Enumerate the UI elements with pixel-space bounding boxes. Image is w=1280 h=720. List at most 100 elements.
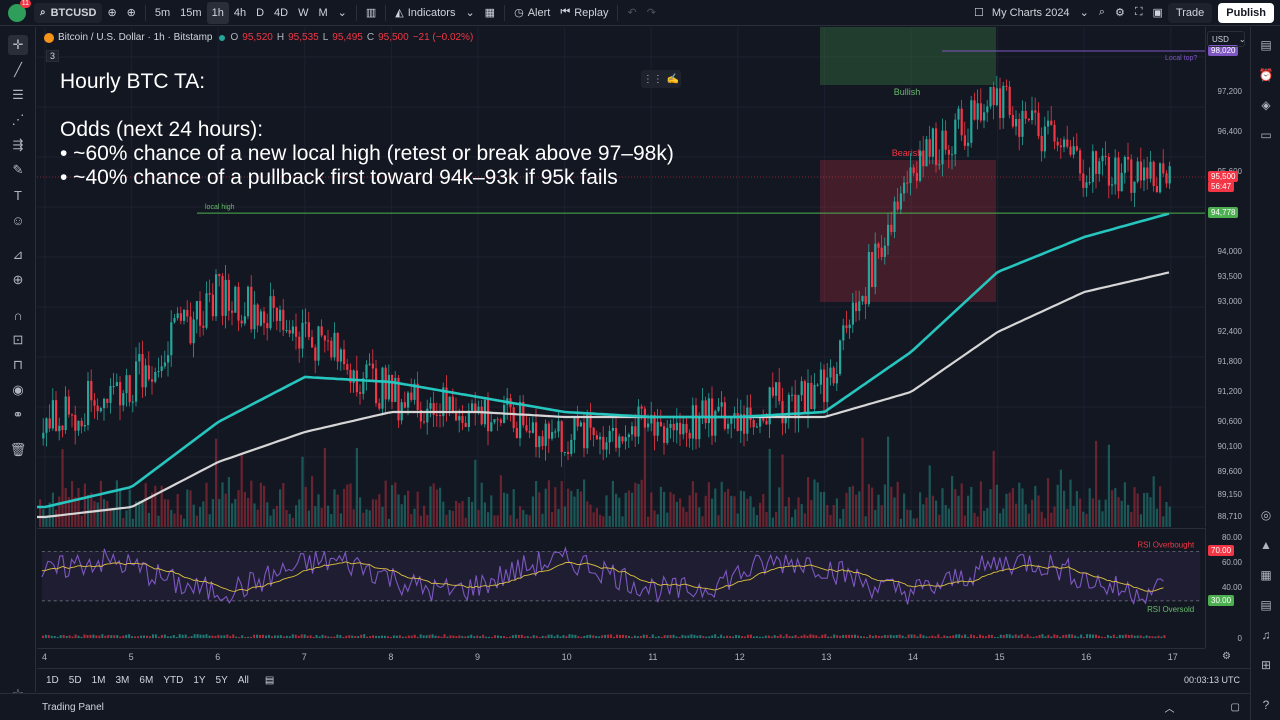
ideas-icon[interactable]: ▲ [1260, 538, 1272, 552]
chevron-down-icon[interactable]: ⌄ [337, 7, 347, 19]
price-chart[interactable]: Bullish Bearish local high Local top? [37, 27, 1205, 527]
range-all[interactable]: All [237, 675, 249, 686]
layers-icon[interactable]: ◈ [1261, 98, 1271, 112]
range-ytd[interactable]: YTD [163, 675, 184, 686]
range-6m[interactable]: 6M [139, 675, 154, 686]
magnet-icon[interactable]: ∩ [13, 307, 23, 323]
target-icon[interactable]: ◎ [1260, 508, 1272, 522]
replay-button[interactable]: ⏮ Replay [555, 2, 613, 24]
candle-body [291, 326, 294, 334]
interval-1h[interactable]: 1h [206, 1, 229, 24]
layout-button[interactable]: ☐ My Charts 2024 [969, 2, 1075, 24]
emoji-icon[interactable]: ☺ [11, 212, 25, 228]
ruler-icon[interactable]: ⊿ [12, 247, 24, 262]
fib-icon[interactable]: ☰ [12, 87, 24, 102]
volume-bar [83, 483, 86, 527]
chevron-down-icon[interactable]: ⌄ [1079, 7, 1089, 19]
macd-bar [467, 635, 470, 639]
utc-clock[interactable]: 00:03:13 UTC [1183, 675, 1240, 685]
templates-icon[interactable]: ▦ [484, 7, 496, 19]
range-1m[interactable]: 1M [91, 675, 106, 686]
macd-bar [857, 635, 859, 639]
gear-icon[interactable]: ⚙ [1114, 7, 1125, 19]
lock-icon[interactable]: ⊓ [12, 357, 24, 372]
undo-icon[interactable]: ↶ [627, 7, 637, 19]
candle-body [611, 427, 614, 431]
grid-icon[interactable]: ⊞ [1260, 658, 1272, 672]
interval-4h[interactable]: 4h [233, 6, 247, 19]
macd-bar [523, 636, 526, 639]
time-axis[interactable]: 4 5 6 7 8 9 10 11 12 13 14 15 16 17 [37, 648, 1205, 666]
candle-body [746, 407, 749, 434]
quick-search-icon[interactable]: ⌕ [1098, 6, 1105, 18]
interval-d[interactable]: D [256, 6, 265, 19]
help-icon[interactable]: ? [1262, 698, 1270, 712]
indicators-button[interactable]: ◭ Indicators [390, 2, 460, 24]
chevron-up-icon[interactable]: ︿ [1164, 703, 1175, 715]
interval-w[interactable]: W [298, 6, 309, 19]
range-1d[interactable]: 1D [46, 675, 59, 686]
candle-body [58, 425, 61, 432]
link-icon[interactable]: ⚭ [12, 407, 24, 422]
gear-icon[interactable]: ⚙ [1222, 651, 1231, 662]
interval-5m[interactable]: 5m [154, 6, 171, 19]
maximize-icon[interactable]: ▢ [1230, 701, 1240, 713]
trash-icon[interactable]: 🗑 [9, 442, 27, 457]
volume-bar [109, 509, 112, 527]
pattern-icon[interactable]: ⋰ [11, 112, 25, 127]
candle-body [1047, 120, 1050, 127]
candles-type-icon[interactable]: ▥ [365, 7, 377, 19]
text-annotation[interactable]: Hourly BTC TA: Odds (next 24 hours): • ~… [60, 70, 674, 190]
range-1y[interactable]: 1Y [193, 675, 206, 686]
alert-button[interactable]: ◷ Alert [509, 2, 555, 24]
camera-icon[interactable]: ▣ [1152, 7, 1163, 19]
crosshair-icon[interactable]: ✛ [8, 35, 28, 55]
range-5y[interactable]: 5Y [215, 675, 228, 686]
rsi-pane[interactable]: RSI Overbought RSI Oversold [37, 528, 1205, 648]
candle-body [906, 182, 909, 184]
eye-icon[interactable]: ◉ [12, 382, 24, 397]
zoom-icon[interactable]: ⊕ [12, 272, 24, 287]
bell-icon[interactable]: ♫ [1261, 628, 1271, 642]
symbol-search[interactable]: ⌕ BTCUSD [34, 2, 103, 23]
brush-icon[interactable]: ✎ [12, 162, 24, 177]
trading-panel-tab[interactable]: Trading Panel [42, 701, 104, 713]
rsi-scale[interactable]: 80.00 60.00 40.00 0 70.00 30.00 [1205, 528, 1250, 648]
watchlist-icon[interactable]: ▤ [1260, 38, 1272, 52]
interval-m[interactable]: M [318, 6, 328, 19]
text-style-button[interactable]: ⋮⋮ ✍ [641, 70, 681, 88]
candle-body [787, 394, 790, 417]
notifications-icon[interactable]: ▤ [1260, 598, 1272, 612]
volume-bar [371, 499, 374, 527]
compare-icon[interactable]: ⊕ [107, 7, 117, 19]
range-5d[interactable]: 5D [68, 675, 82, 686]
price-scale[interactable]: 97,20096,40095,60094,00093,50093,00092,4… [1205, 27, 1250, 527]
calendar-icon[interactable]: ▤ [264, 675, 275, 686]
trade-button[interactable]: Trade [1167, 2, 1213, 23]
interval-15m[interactable]: 15m [180, 6, 202, 19]
macd-bar [752, 636, 755, 639]
candle-body [547, 423, 550, 439]
overlay-line-4: • ~40% chance of a pullback first toward… [60, 166, 618, 189]
volume-bar [122, 518, 125, 527]
projection-icon[interactable]: ⇶ [12, 137, 24, 152]
indicator-counter[interactable]: 3 [46, 50, 60, 62]
fullscreen-icon[interactable]: ⛶ [1134, 6, 1143, 18]
user-avatar[interactable]: 11 [8, 0, 31, 22]
trend-line-icon[interactable]: ╱ [14, 62, 22, 77]
add-symbol-icon[interactable]: ⊕ [126, 7, 136, 19]
interval-4d[interactable]: 4D [274, 6, 289, 19]
text-icon[interactable]: T [14, 187, 22, 203]
publish-button[interactable]: Publish [1218, 2, 1274, 23]
lock-drawing-icon[interactable]: ⊡ [12, 332, 24, 347]
candle-body [621, 436, 624, 442]
alerts-icon[interactable]: ⏰ [1258, 68, 1274, 82]
chevron-down-icon[interactable]: ⌄ [465, 7, 475, 19]
range-3m[interactable]: 3M [115, 675, 130, 686]
currency-selector[interactable]: USD ⌄ [1207, 31, 1246, 47]
chat-icon[interactable]: ▭ [1260, 128, 1272, 142]
candle-body [1091, 151, 1094, 183]
redo-icon[interactable]: ↷ [646, 7, 656, 19]
calendar-icon[interactable]: ▦ [1260, 568, 1272, 582]
